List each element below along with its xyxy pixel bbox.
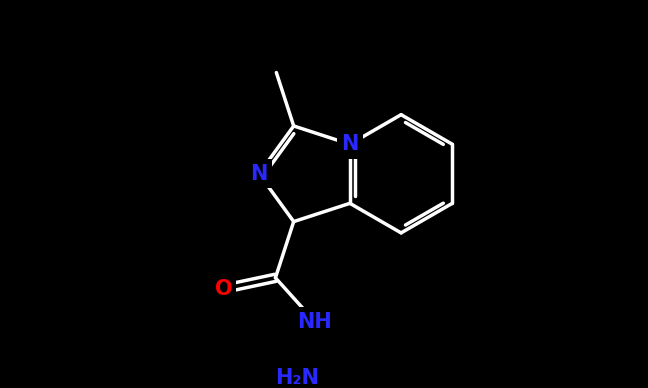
Bar <box>211 274 237 303</box>
Text: N: N <box>341 134 358 154</box>
Bar <box>266 364 327 388</box>
Text: H₂N: H₂N <box>275 368 319 388</box>
Text: NH: NH <box>297 312 332 332</box>
Bar <box>294 307 336 336</box>
Bar <box>337 130 363 159</box>
Text: N: N <box>250 164 268 184</box>
Bar <box>246 159 272 188</box>
Text: O: O <box>214 279 232 299</box>
